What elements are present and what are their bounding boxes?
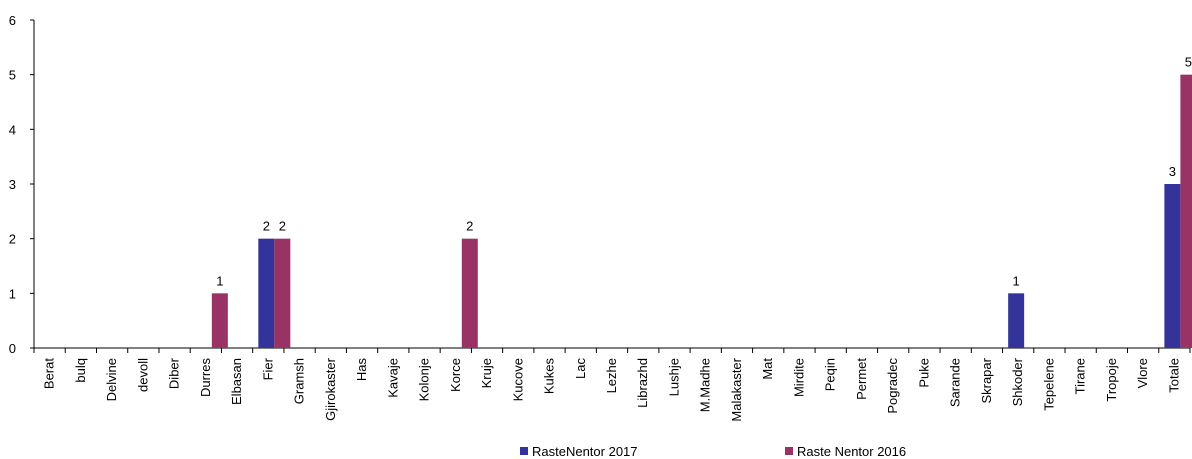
x-category-label: Mat	[760, 358, 775, 380]
x-category-label: Librazhd	[635, 358, 650, 408]
y-tick-label: 4	[9, 122, 16, 137]
x-category-label: Diber	[167, 357, 182, 389]
x-category-label: Korce	[448, 358, 463, 392]
x-category-label: devoll	[135, 358, 150, 392]
bar-2017	[1008, 293, 1025, 348]
data-label: 3	[1169, 164, 1176, 179]
legend-item-2017: RasteNentor 2017	[520, 443, 638, 459]
x-category-label: Tirane	[1073, 358, 1088, 394]
y-axis: 0 1 2 3 4 5 6	[9, 13, 35, 356]
x-category-label: Pogradec	[885, 358, 900, 414]
y-tick-label: 6	[9, 13, 16, 28]
x-category-label: Permet	[854, 358, 869, 400]
x-category-label: Mirdite	[791, 358, 806, 397]
x-category-label: Totale	[1166, 358, 1181, 393]
data-label: 2	[263, 219, 270, 234]
x-category-label: Delvine	[104, 358, 119, 401]
data-label: 2	[466, 219, 473, 234]
x-category-label: Gjirokaster	[323, 357, 338, 421]
bar-2016	[461, 238, 478, 348]
x-category-label: Puke	[916, 358, 931, 388]
data-label: 2	[279, 219, 286, 234]
legend-label-2016: Raste Nentor 2016	[797, 443, 907, 459]
x-category-label: Gramsh	[292, 358, 307, 404]
x-category-label: Kruje	[479, 358, 494, 388]
y-tick-label: 5	[9, 68, 16, 83]
data-label: 1	[216, 273, 223, 288]
y-tick-label: 0	[9, 341, 16, 356]
x-category-label: Durres	[198, 358, 213, 398]
y-tick-label: 2	[9, 232, 16, 247]
x-category-label: Sarande	[948, 358, 963, 407]
x-category-label: Vlore	[1135, 358, 1150, 388]
legend-swatch-2016	[785, 447, 793, 455]
x-category-label: M.Madhe	[698, 358, 713, 412]
bar-2016	[1180, 74, 1192, 349]
x-category-label: Tepelene	[1041, 358, 1056, 411]
x-category-label: Skrapar	[979, 357, 994, 403]
data-label: 5	[1185, 55, 1192, 70]
x-category-label: Malakaster	[729, 357, 744, 421]
y-tick-label: 1	[9, 286, 16, 301]
bar-2016	[211, 293, 228, 348]
x-category-label: Kukes	[542, 358, 557, 395]
legend-label-2017: RasteNentor 2017	[532, 443, 638, 459]
x-category-label: bulq	[73, 358, 88, 383]
x-category-label: Kavaje	[385, 358, 400, 398]
legend-swatch-2017	[520, 447, 528, 455]
bars	[211, 74, 1192, 349]
bar-2016	[274, 238, 291, 348]
bar-2017	[1164, 184, 1181, 348]
data-label: 1	[1013, 273, 1020, 288]
x-category-label: Lezhe	[604, 358, 619, 393]
legend-item-2016: Raste Nentor 2016	[785, 443, 906, 459]
x-category-label: Has	[354, 358, 369, 382]
x-category-label: Shkoder	[1010, 357, 1025, 406]
y-tick-label: 3	[9, 177, 16, 192]
x-category-label: Tropoje	[1104, 358, 1119, 402]
x-category-label: Lushje	[666, 358, 681, 396]
x-category-label: Peqin	[823, 358, 838, 391]
x-axis: Berat bulq Delvine devoll Diber Durres Elbasan…	[33, 347, 1191, 422]
x-category-label: Fier	[260, 357, 275, 380]
x-category-label: Elbasan	[229, 358, 244, 405]
x-category-label: Lac	[573, 358, 588, 379]
x-category-label: Kucove	[510, 358, 525, 401]
bar-2017	[258, 238, 275, 348]
x-category-label: Berat	[42, 358, 57, 389]
x-category-label: Kolonje	[417, 358, 432, 401]
